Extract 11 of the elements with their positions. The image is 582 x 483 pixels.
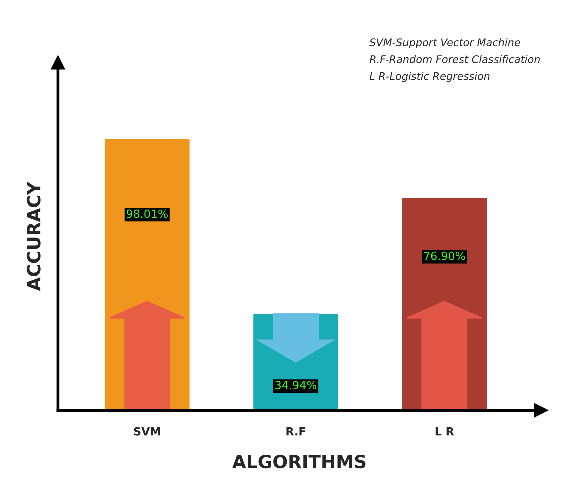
x-tick-label: L R [436, 428, 454, 436]
text: R.F-Random Forest Classification [370, 55, 540, 64]
x-tick-label: R.F [286, 428, 306, 436]
data-label: 34.94% [276, 381, 317, 390]
x-tick-label: SVM [134, 427, 160, 436]
data-label: 98.01% [126, 210, 168, 218]
text: L R-Logistic Regression [370, 72, 490, 82]
data-label: 76.90% [424, 252, 466, 260]
y-axis-title: ACCURACY [27, 182, 41, 292]
x-axis-title: ALGORITHMS [232, 454, 366, 469]
text: SVM-Support Vector Machine [370, 38, 520, 49]
